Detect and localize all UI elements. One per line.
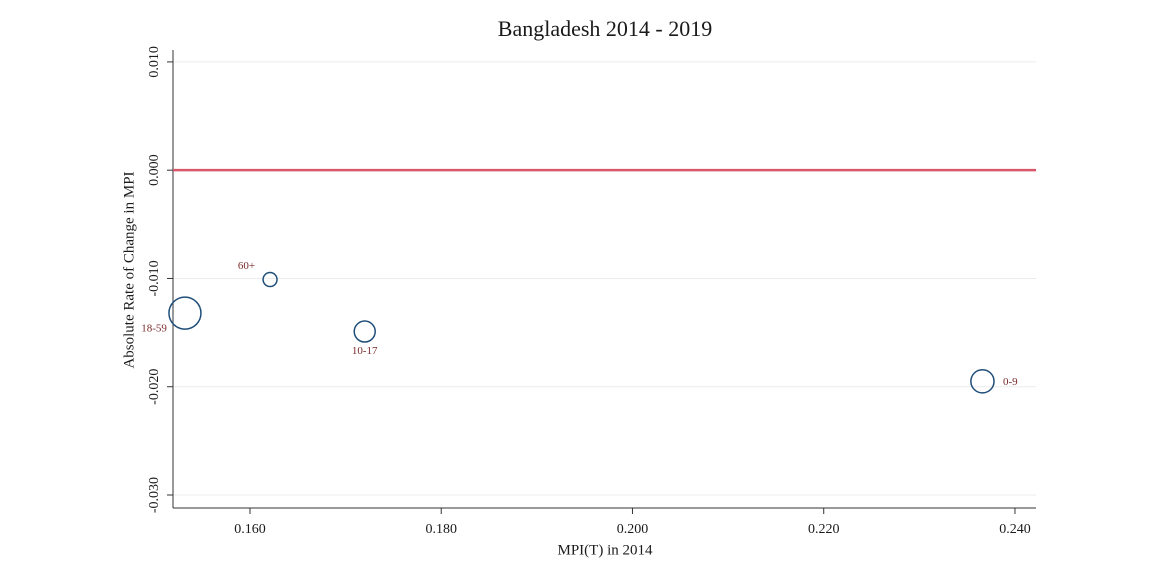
x-tick-label: 0.220 (808, 522, 840, 537)
x-tick-label: 0.200 (617, 522, 649, 537)
bubble (353, 320, 376, 343)
x-tick-label: 0.240 (999, 522, 1031, 537)
y-tick-label: 0.010 (147, 46, 162, 78)
y-axis-label: Absolute Rate of Change in MPI (121, 171, 137, 368)
bubble (168, 296, 202, 330)
point-label: 18-59 (141, 323, 167, 335)
y-tick-label: -0.010 (147, 260, 162, 296)
point-label: 0-9 (1003, 376, 1018, 388)
bubble (262, 271, 278, 288)
y-tick-label: -0.020 (147, 369, 162, 405)
x-tick-label: 0.180 (425, 522, 457, 537)
point-label: 60+ (238, 260, 255, 272)
y-tick-label: 0.000 (147, 154, 162, 186)
bubble (970, 368, 995, 394)
chart-title: Bangladesh 2014 - 2019 (498, 16, 712, 41)
x-axis-label: MPI(T) in 2014 (558, 542, 653, 558)
y-tick-label: -0.030 (147, 477, 162, 513)
x-tick-label: 0.160 (234, 522, 266, 537)
point-label: 10-17 (352, 345, 378, 357)
